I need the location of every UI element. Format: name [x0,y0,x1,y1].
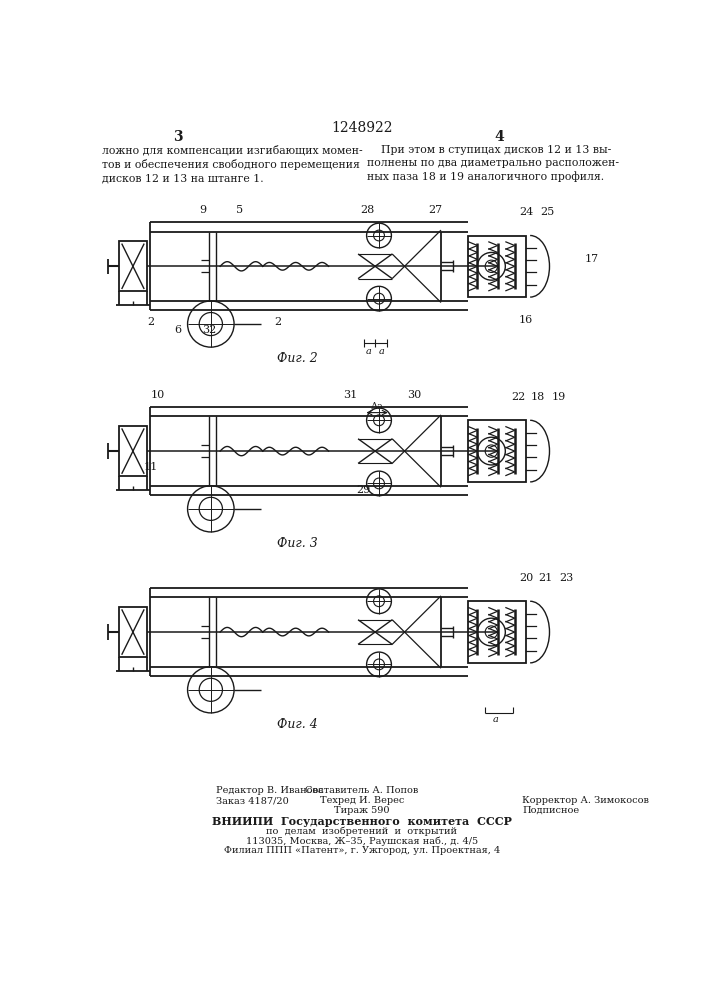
Bar [468,601,526,663]
Text: Δa: Δa [370,402,383,411]
Text: Фиг. 3: Фиг. 3 [277,537,318,550]
Text: Редактор В. Иванова: Редактор В. Иванова [216,786,324,795]
Bar [119,607,146,657]
Text: 1248922: 1248922 [331,121,392,135]
Text: 25: 25 [540,207,554,217]
Text: a: a [366,347,372,356]
Text: 24: 24 [519,207,533,217]
Text: 17: 17 [585,254,600,264]
Text: a: a [492,715,498,724]
Text: Техред И. Верес: Техред И. Верес [320,796,404,805]
Text: 19: 19 [551,392,566,402]
Text: 32: 32 [202,325,216,335]
Text: 10: 10 [151,390,165,400]
Text: 5: 5 [236,205,243,215]
Text: 113035, Москва, Ж–35, Раушская наб., д. 4/5: 113035, Москва, Ж–35, Раушская наб., д. … [246,836,478,846]
Text: 9: 9 [199,205,206,215]
Text: 6: 6 [175,325,182,335]
Text: ложно для компенсации изгибающих момен-
тов и обеспечения свободного перемещения: ложно для компенсации изгибающих момен- … [103,145,363,183]
Text: ВНИИПИ  Государственного  комитета  СССР: ВНИИПИ Государственного комитета СССР [212,816,512,827]
Bar [468,420,526,482]
Text: 27: 27 [428,205,443,215]
Text: 2: 2 [275,317,282,327]
Text: 21: 21 [539,573,553,583]
Text: Фиг. 2: Фиг. 2 [277,352,318,365]
Text: 3: 3 [173,130,182,144]
Text: 23: 23 [559,573,573,583]
Text: a: a [378,347,385,356]
Text: При этом в ступицах дисков 12 и 13 вы-
полнены по два диаметрально расположен-
н: При этом в ступицах дисков 12 и 13 вы- п… [368,145,619,182]
Text: Филиал ППП «Патент», г. Ужгород, ул. Проектная, 4: Филиал ППП «Патент», г. Ужгород, ул. Про… [224,846,500,855]
Bar [468,235,526,297]
Bar [119,241,146,291]
Bar [119,426,146,476]
Text: 4: 4 [494,130,504,144]
Text: 18: 18 [531,392,545,402]
Text: Составитель А. Попов: Составитель А. Попов [305,786,419,795]
Text: Подписное: Подписное [522,806,580,815]
Text: 11: 11 [144,462,158,472]
Text: 31: 31 [343,390,358,400]
Text: 20: 20 [519,573,533,583]
Text: 22: 22 [511,392,525,402]
Text: по  делам  изобретений  и  открытий: по делам изобретений и открытий [267,826,457,836]
Text: Заказ 4187/20: Заказ 4187/20 [216,796,289,805]
Text: Тираж 590: Тираж 590 [334,806,390,815]
Text: 29: 29 [356,485,370,495]
Text: 2: 2 [147,317,154,327]
Text: 16: 16 [519,315,533,325]
Text: Корректор А. Зимокосов: Корректор А. Зимокосов [522,796,649,805]
Text: 30: 30 [407,390,421,400]
Text: Фиг. 4: Фиг. 4 [277,718,318,731]
Text: 28: 28 [361,205,375,215]
